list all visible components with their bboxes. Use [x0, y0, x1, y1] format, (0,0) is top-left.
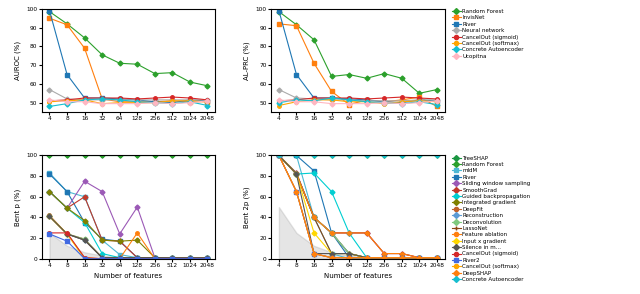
Y-axis label: Bent 2p (%): Bent 2p (%): [244, 186, 250, 228]
Y-axis label: Bent p (%): Bent p (%): [14, 188, 20, 226]
Y-axis label: AUROC (%): AUROC (%): [14, 41, 20, 80]
Legend: TreeSHAP, Random Forest, mldM, River, Sliding window sampling, SmoothGrad, Guide: TreeSHAP, Random Forest, mldM, River, Sl…: [450, 153, 532, 284]
X-axis label: Number of features: Number of features: [324, 273, 392, 279]
Legend: Random Forest, InvisNet, River, Neural network, CancelOut (sigmoid), CancelOut (: Random Forest, InvisNet, River, Neural n…: [450, 7, 526, 61]
X-axis label: Number of features: Number of features: [95, 273, 163, 279]
Y-axis label: AL-PRC (%): AL-PRC (%): [244, 41, 250, 80]
